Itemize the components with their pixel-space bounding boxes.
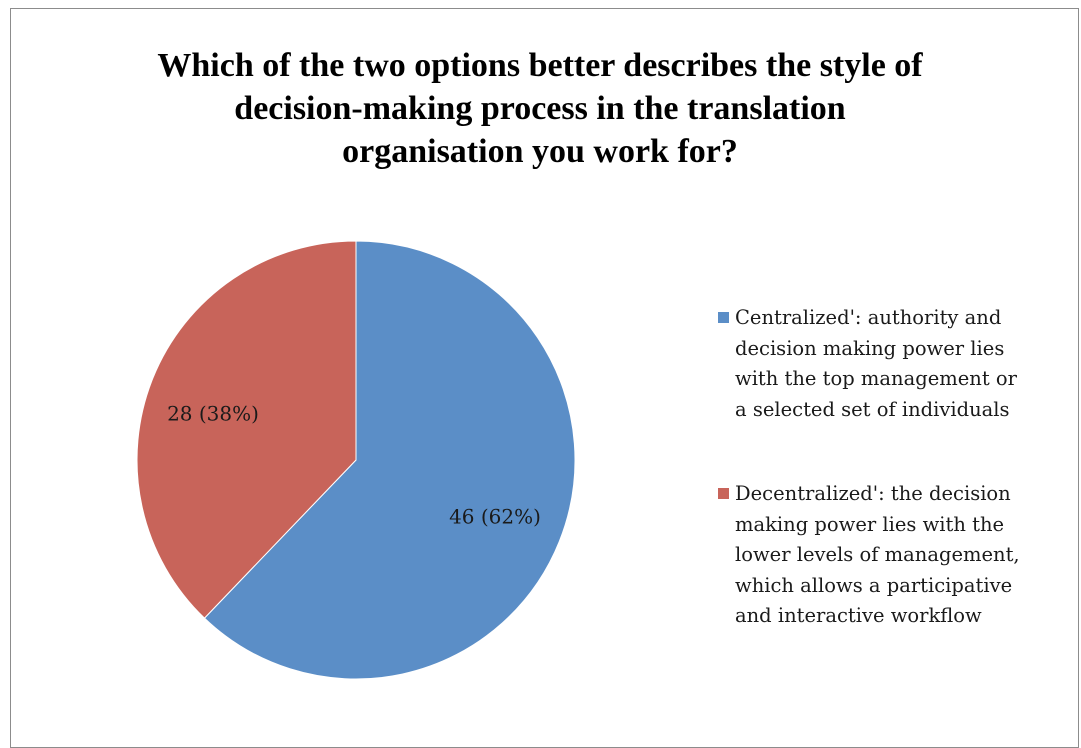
pie-slice-centralized xyxy=(203,240,576,680)
legend-swatch-decentralized xyxy=(718,488,729,499)
data-label-decentralized: 28 (38%) xyxy=(167,402,259,426)
pie-slice-decentralized xyxy=(136,240,357,619)
legend-label-decentralized: Decentralized': the decision making powe… xyxy=(735,482,1020,627)
chart-title-line-2: decision-making process in the translati… xyxy=(234,90,846,127)
chart-title-line-3: organisation you work for? xyxy=(342,133,738,170)
data-label-centralized: 46 (62%) xyxy=(449,505,541,529)
chart-title-line-1: Which of the two options better describe… xyxy=(157,47,923,84)
legend-label-centralized: Centralized': authority and decision mak… xyxy=(735,306,1017,421)
legend-swatch-centralized xyxy=(718,312,729,323)
chart-title: Which of the two options better describe… xyxy=(60,44,1020,173)
